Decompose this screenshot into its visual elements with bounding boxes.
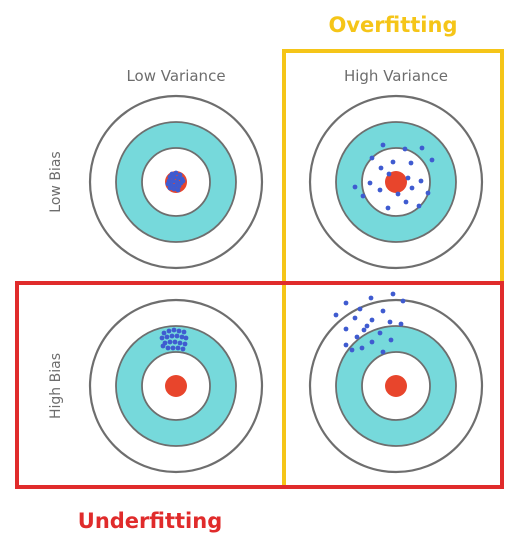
- data-point: [368, 295, 374, 301]
- data-point: [369, 339, 375, 345]
- data-point: [172, 339, 178, 345]
- data-point: [360, 193, 366, 199]
- data-point: [183, 335, 189, 341]
- underfitting-frame: [15, 281, 504, 489]
- data-point: [159, 335, 165, 341]
- data-point: [380, 308, 386, 314]
- target-high-bias-low-variance: [88, 298, 264, 474]
- data-point: [343, 326, 349, 332]
- column-label-high-variance: High Variance: [344, 67, 448, 85]
- data-point: [171, 327, 177, 333]
- target-bullseye: [165, 375, 187, 397]
- row-label-low-bias: Low Bias: [48, 151, 64, 212]
- data-point: [343, 300, 349, 306]
- data-point: [174, 179, 180, 185]
- data-point: [181, 329, 187, 335]
- data-point: [343, 342, 349, 348]
- data-point: [177, 340, 183, 346]
- row-label-high-bias: High Bias: [48, 353, 64, 419]
- data-point: [174, 333, 180, 339]
- data-point: [171, 174, 177, 180]
- data-point: [419, 145, 425, 151]
- data-point: [367, 180, 373, 186]
- data-point: [378, 165, 384, 171]
- data-point: [405, 175, 411, 181]
- target-bullseye: [385, 171, 407, 193]
- data-point: [166, 328, 172, 334]
- data-point: [349, 347, 355, 353]
- data-point: [175, 175, 181, 181]
- data-point: [402, 146, 408, 152]
- data-point: [179, 334, 185, 340]
- data-point: [418, 178, 424, 184]
- dots-low-bias-low-variance: [165, 170, 186, 193]
- data-point: [169, 333, 175, 339]
- target-bullseye: [385, 375, 407, 397]
- data-point: [403, 199, 409, 205]
- data-point: [167, 174, 173, 180]
- underfitting-label: Underfitting: [78, 509, 222, 533]
- data-point: [165, 345, 171, 351]
- data-point: [416, 203, 422, 209]
- data-point: [167, 339, 173, 345]
- column-label-low-variance: Low Variance: [126, 67, 225, 85]
- target-low-bias-high-variance: [308, 94, 484, 270]
- data-point: [359, 345, 365, 351]
- data-point: [377, 330, 383, 336]
- data-point: [377, 187, 383, 193]
- dots-low-bias-high-variance: [352, 142, 435, 211]
- dots-high-bias-low-variance: [159, 327, 189, 352]
- data-point: [398, 321, 404, 327]
- data-point: [390, 291, 396, 297]
- data-point: [175, 187, 181, 193]
- data-point: [409, 185, 415, 191]
- data-point: [173, 170, 179, 176]
- data-point: [160, 343, 166, 349]
- data-point: [352, 315, 358, 321]
- overfitting-label: Overfitting: [329, 13, 458, 37]
- data-point: [380, 142, 386, 148]
- data-point: [380, 349, 386, 355]
- data-point: [369, 317, 375, 323]
- data-point: [170, 178, 176, 184]
- data-point: [175, 345, 181, 351]
- data-point: [425, 190, 431, 196]
- data-point: [176, 328, 182, 334]
- dots-high-bias-high-variance: [333, 291, 406, 355]
- data-point: [180, 346, 186, 352]
- data-point: [161, 330, 167, 336]
- data-point: [354, 334, 360, 340]
- data-point: [164, 334, 170, 340]
- data-point: [180, 178, 186, 184]
- data-point: [400, 298, 406, 304]
- data-point: [386, 171, 392, 177]
- data-point: [388, 337, 394, 343]
- data-point: [333, 312, 339, 318]
- data-point: [357, 306, 363, 312]
- data-point: [408, 160, 414, 166]
- data-point: [182, 341, 188, 347]
- data-point: [167, 185, 173, 191]
- data-point: [171, 186, 177, 192]
- data-point: [361, 327, 367, 333]
- target-high-bias-high-variance: [308, 298, 484, 474]
- data-point: [165, 181, 171, 187]
- data-point: [369, 155, 375, 161]
- data-point: [364, 323, 370, 329]
- data-point: [352, 184, 358, 190]
- data-point: [395, 191, 401, 197]
- data-point: [429, 157, 435, 163]
- data-point: [176, 183, 182, 189]
- data-point: [390, 159, 396, 165]
- data-point: [387, 319, 393, 325]
- data-point: [385, 205, 391, 211]
- data-point: [170, 345, 176, 351]
